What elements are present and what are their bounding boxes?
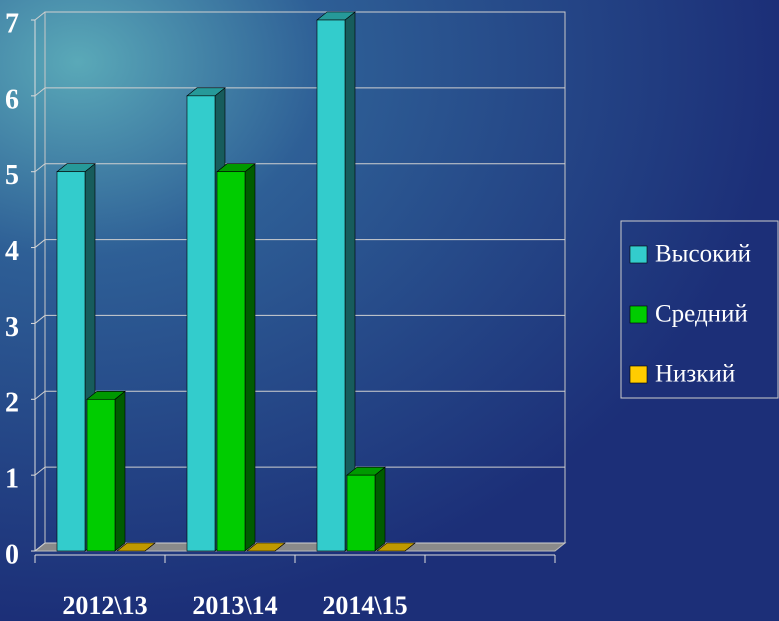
y-tick-label: 5 [5,160,19,191]
y-tick-label: 3 [5,312,19,343]
bar [187,96,215,551]
bar [57,172,85,551]
legend-swatch [630,246,647,263]
y-tick-label: 0 [5,539,19,570]
x-tick-label: 2012\13 [62,591,147,620]
x-tick-label: 2013\14 [192,591,277,620]
bar [347,475,375,551]
y-tick-label: 1 [5,464,19,495]
y-tick-label: 7 [5,8,19,39]
bar-side [245,164,255,551]
legend-label: Средний [655,301,748,328]
y-tick-label: 4 [5,236,19,267]
legend-swatch [630,306,647,323]
chart: 0 1 2 3 4 5 6 7 2012\13 2013\14 2014\15 Высокий Сред… [0,0,779,621]
legend-swatch [630,366,647,383]
bar-side [115,391,125,551]
bar-side [375,467,385,551]
bar [317,20,345,551]
bar [217,172,245,551]
y-tick-label: 2 [5,388,19,419]
legend-label: Высокий [655,241,751,268]
y-tick-label: 6 [5,84,19,115]
x-tick-label: 2014\15 [322,591,407,620]
bar [87,399,115,551]
legend-label: Низкий [655,361,735,388]
